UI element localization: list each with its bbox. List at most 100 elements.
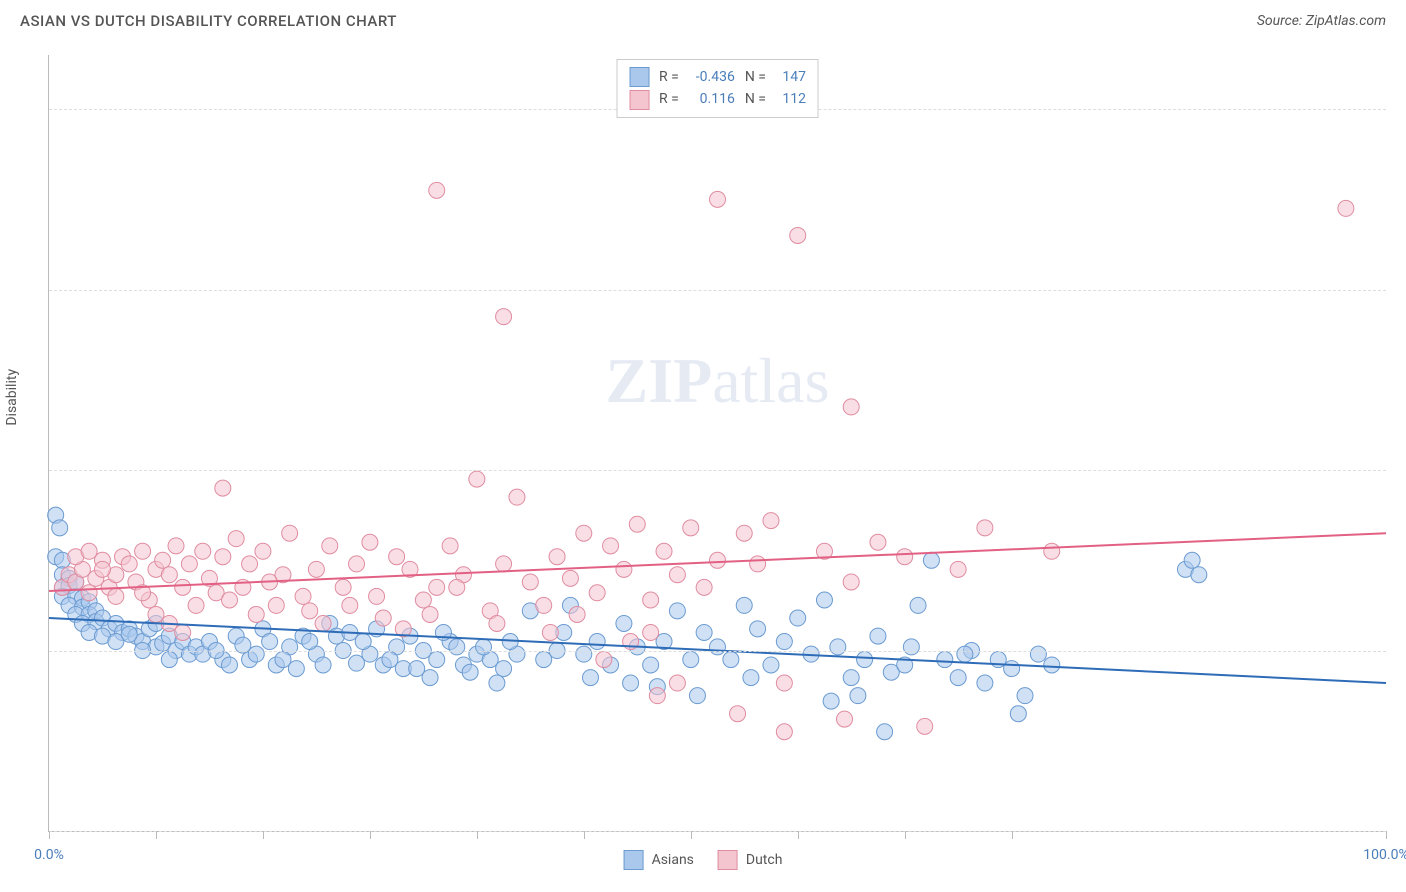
- scatter-point: [81, 543, 97, 559]
- scatter-point: [335, 579, 351, 595]
- scatter-point: [589, 585, 605, 601]
- y-tick-label: 40.0%: [1396, 101, 1406, 117]
- scatter-point: [582, 670, 598, 686]
- scatter-point: [442, 538, 458, 554]
- scatter-point: [121, 556, 137, 572]
- swatch-asians: [629, 67, 649, 87]
- swatch-asians: [624, 850, 644, 870]
- scatter-point: [542, 624, 558, 640]
- scatter-point: [302, 634, 318, 650]
- scatter-point: [850, 688, 866, 704]
- scatter-point: [52, 520, 68, 536]
- scatter-point: [776, 675, 792, 691]
- legend-stats-row: R = -0.436 N = 147: [629, 66, 806, 88]
- scatter-point: [977, 675, 993, 691]
- scatter-point: [255, 543, 271, 559]
- scatter-point: [349, 556, 365, 572]
- scatter-point: [221, 592, 237, 608]
- scatter-point: [221, 657, 237, 673]
- scatter-point: [903, 639, 919, 655]
- swatch-dutch: [718, 850, 738, 870]
- y-tick-label: 10.0%: [1396, 643, 1406, 659]
- scatter-point: [181, 556, 197, 572]
- scatter-point: [496, 661, 512, 677]
- scatter-point: [429, 579, 445, 595]
- scatter-point: [763, 657, 779, 673]
- scatter-point: [1044, 657, 1060, 673]
- x-tick: [798, 831, 799, 839]
- scatter-point: [429, 652, 445, 668]
- scatter-point: [643, 592, 659, 608]
- y-tick-label: 30.0%: [1396, 282, 1406, 298]
- scatter-point: [736, 525, 752, 541]
- scatter-point: [462, 664, 478, 680]
- scatter-point: [683, 652, 699, 668]
- scatter-point: [870, 534, 886, 550]
- scatter-point: [489, 675, 505, 691]
- swatch-dutch: [629, 90, 649, 110]
- scatter-point: [288, 661, 304, 677]
- scatter-point: [155, 552, 171, 568]
- x-tick: [263, 831, 264, 839]
- gridline: [49, 651, 1386, 652]
- source-label: Source: ZipAtlas.com: [1257, 13, 1386, 29]
- scatter-point: [917, 718, 933, 734]
- scatter-point: [268, 597, 284, 613]
- scatter-point: [302, 603, 318, 619]
- scatter-point: [816, 592, 832, 608]
- scatter-point: [950, 670, 966, 686]
- scatter-point: [870, 628, 886, 644]
- x-tick: [49, 831, 50, 839]
- scatter-point: [496, 309, 512, 325]
- scatter-point: [1184, 552, 1200, 568]
- scatter-point: [837, 711, 853, 727]
- scatter-point: [763, 513, 779, 529]
- scatter-point: [322, 538, 338, 554]
- scatter-point: [689, 688, 705, 704]
- scatter-point: [489, 615, 505, 631]
- y-axis-label: Disability: [4, 369, 20, 426]
- scatter-point: [576, 525, 592, 541]
- scatter-point: [562, 570, 578, 586]
- scatter-point: [750, 556, 766, 572]
- scatter-point: [415, 592, 431, 608]
- chart-title: ASIAN VS DUTCH DISABILITY CORRELATION CH…: [20, 12, 397, 30]
- scatter-point: [315, 615, 331, 631]
- scatter-point: [790, 227, 806, 243]
- scatter-point: [135, 543, 151, 559]
- legend-stats-row: R = 0.116 N = 112: [629, 88, 806, 110]
- scatter-point: [643, 657, 659, 673]
- scatter-point: [1191, 567, 1207, 583]
- scatter-point: [161, 652, 177, 668]
- x-tick-label: 100.0%: [1363, 847, 1406, 863]
- x-tick: [691, 831, 692, 839]
- scatter-point: [736, 597, 752, 613]
- scatter-point: [629, 516, 645, 532]
- scatter-point: [315, 657, 331, 673]
- scatter-point: [1030, 646, 1046, 662]
- scatter-point: [669, 675, 685, 691]
- scatter-point: [950, 561, 966, 577]
- scatter-point: [616, 615, 632, 631]
- scatter-point: [429, 182, 445, 198]
- scatter-point: [215, 549, 231, 565]
- scatter-point: [168, 538, 184, 554]
- x-tick: [1012, 831, 1013, 839]
- scatter-point: [375, 610, 391, 626]
- scatter-point: [362, 534, 378, 550]
- scatter-point: [569, 606, 585, 622]
- legend-item-dutch: Dutch: [718, 850, 783, 870]
- scatter-point: [743, 670, 759, 686]
- scatter-point: [262, 634, 278, 650]
- scatter-point: [248, 606, 264, 622]
- scatter-point: [710, 552, 726, 568]
- scatter-point: [308, 561, 324, 577]
- scatter-plot-svg: [49, 55, 1386, 831]
- n-label: N =: [745, 66, 766, 88]
- scatter-point: [94, 561, 110, 577]
- n-label: N =: [745, 88, 766, 110]
- scatter-point: [81, 585, 97, 601]
- scatter-point: [536, 597, 552, 613]
- x-tick: [1386, 831, 1387, 839]
- scatter-point: [295, 588, 311, 604]
